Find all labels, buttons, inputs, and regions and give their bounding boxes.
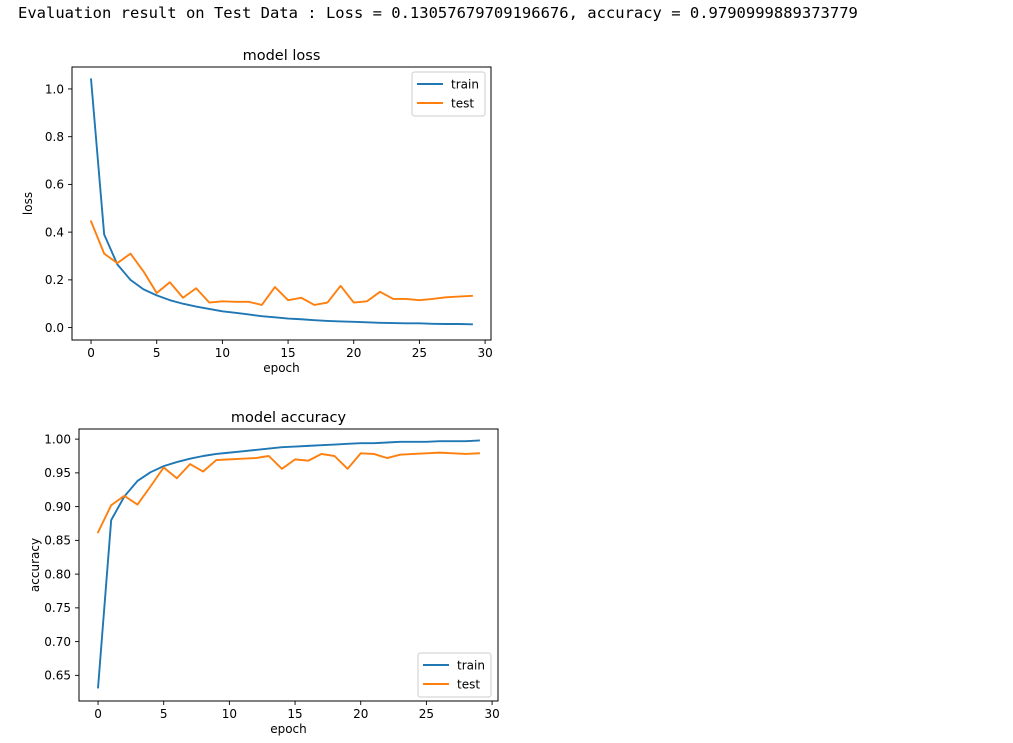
x-tick-label: 30	[484, 707, 499, 721]
y-tick-label: 0.65	[44, 669, 71, 683]
y-axis-label: accuracy	[28, 538, 42, 592]
legend-label-train: train	[457, 658, 485, 672]
legend-box	[411, 71, 486, 117]
y-tick-label: 0.90	[44, 500, 71, 514]
y-tick-label: 1.0	[45, 82, 64, 96]
y-tick-label: 0.80	[44, 567, 71, 581]
legend-label-test: test	[451, 96, 474, 110]
legend-label-train: train	[451, 77, 479, 91]
x-tick-label: 25	[419, 707, 434, 721]
legend: train test	[411, 71, 486, 117]
x-tick-label: 10	[215, 346, 230, 360]
x-tick-label: 30	[477, 346, 492, 360]
y-tick-label: 0.70	[44, 635, 71, 649]
x-tick-label: 25	[412, 346, 427, 360]
x-tick-label: 15	[287, 707, 302, 721]
chart-title: model accuracy	[231, 410, 347, 426]
x-tick-label: 20	[353, 707, 368, 721]
x-axis-label: epoch	[270, 722, 307, 736]
series-line-train	[97, 439, 480, 689]
y-tick-label: 0.2	[45, 273, 64, 287]
y-axis-label: loss	[21, 192, 35, 215]
x-axis-label: epoch	[263, 361, 300, 375]
y-tick-label: 0.85	[44, 534, 71, 548]
chart-title: model loss	[243, 48, 321, 64]
y-tick-label: 0.95	[44, 466, 71, 480]
legend-label-test: test	[457, 677, 480, 691]
accuracy-chart: model accuracy 0 5 10 15 20 25 30 0.65 0.70 0.75 0.…	[28, 410, 500, 736]
loss-chart: model loss 0 5 10 15 20 25 30 0.0 0.2 0.4 0.6 0.8 1.0…	[21, 48, 493, 375]
legend-box	[417, 652, 492, 698]
x-tick-label: 10	[222, 707, 237, 721]
evaluation-output-text: Evaluation result on Test Data : Loss = …	[18, 4, 858, 22]
x-tick-label: 20	[346, 346, 361, 360]
y-tick-label: 0.75	[44, 601, 71, 615]
y-tick-label: 0.6	[45, 178, 64, 192]
series-line-test	[96, 451, 480, 534]
series-line-train	[90, 78, 473, 326]
x-tick-label: 5	[153, 346, 161, 360]
y-tick-label: 0.0	[45, 321, 64, 335]
y-tick-label: 1.00	[44, 432, 71, 446]
legend: train test	[417, 652, 492, 698]
x-tick-label: 5	[160, 707, 168, 721]
axes-frame	[78, 428, 499, 702]
y-tick-label: 0.8	[45, 130, 64, 144]
x-tick-label: 0	[94, 707, 102, 721]
y-tick-label: 0.4	[45, 225, 64, 239]
x-tick-label: 15	[280, 346, 295, 360]
series-line-test	[89, 220, 473, 306]
axes-frame	[71, 66, 492, 341]
x-tick-label: 0	[87, 346, 95, 360]
